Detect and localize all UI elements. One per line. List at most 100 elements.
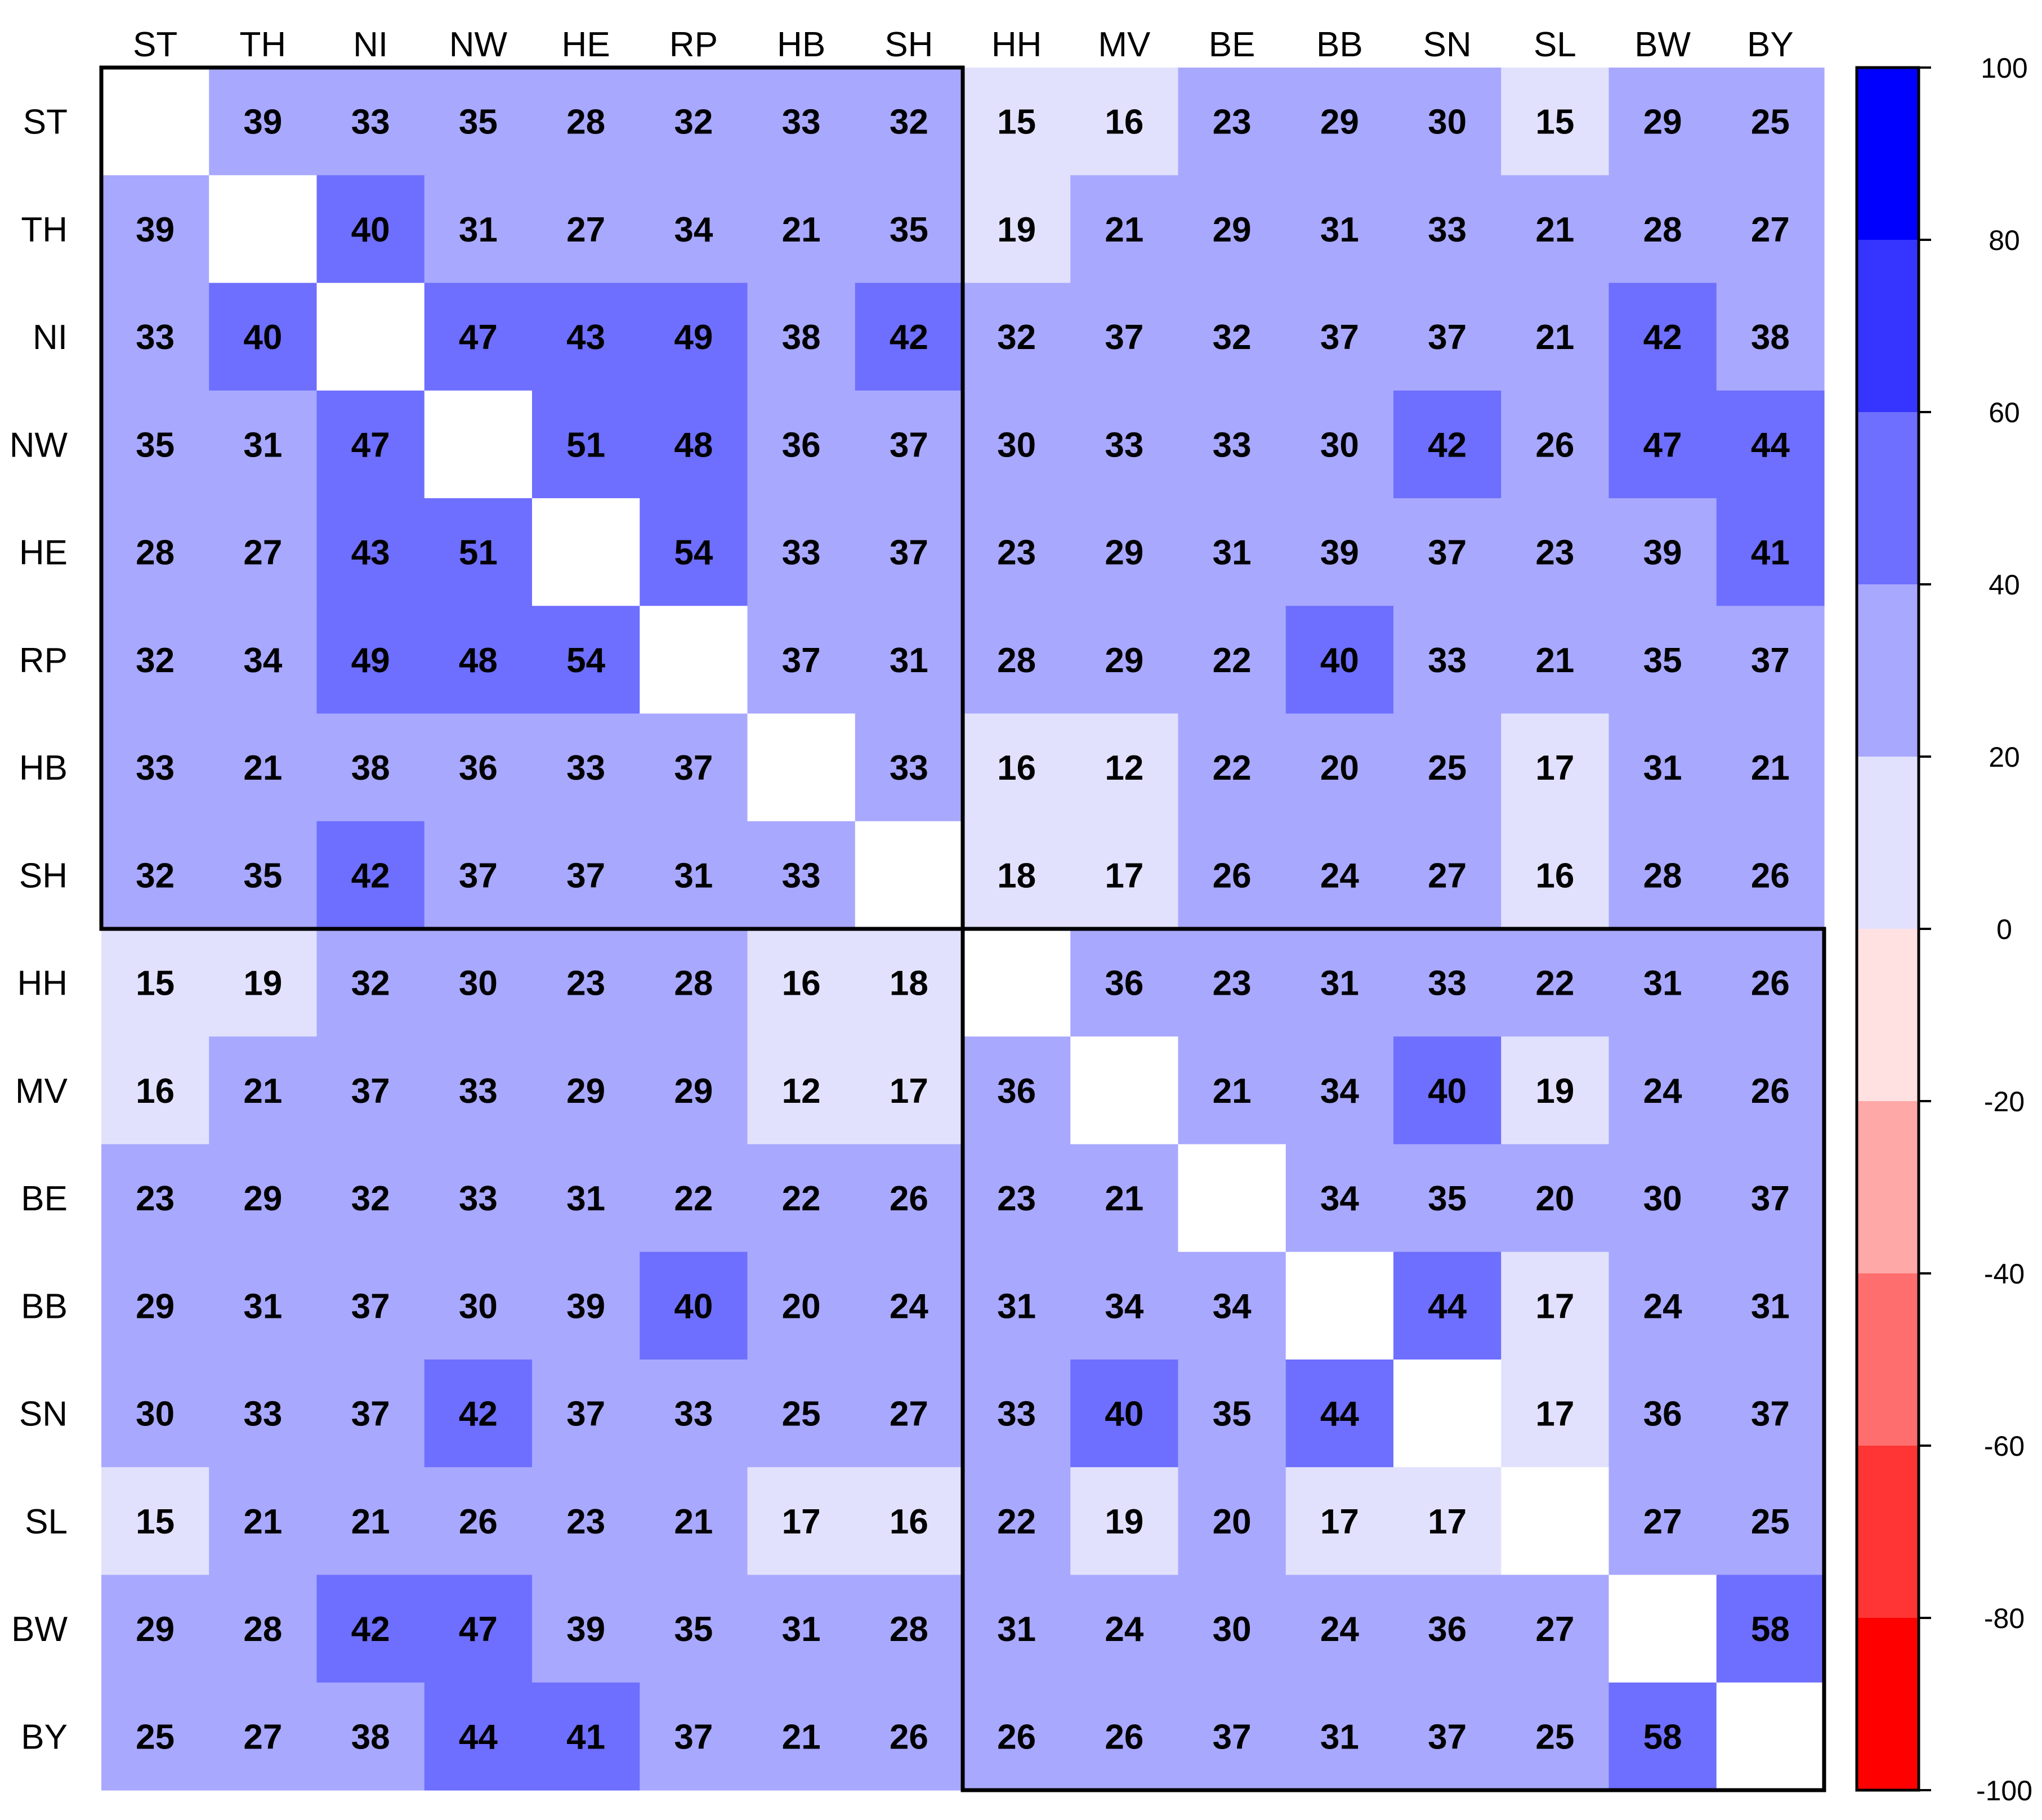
heatmap-cell bbox=[1716, 713, 1825, 822]
row-label: ST bbox=[23, 103, 68, 142]
cell-value-label: 35 bbox=[1428, 1179, 1467, 1218]
cell-value-label: 29 bbox=[136, 1287, 175, 1326]
cell-value-label: 32 bbox=[351, 964, 390, 1003]
cell-value-label: 38 bbox=[782, 318, 821, 357]
heatmap-cell bbox=[963, 1682, 1071, 1791]
cell-value-label: 25 bbox=[782, 1395, 821, 1434]
heatmap-cell bbox=[855, 283, 963, 391]
column-label: RP bbox=[669, 25, 718, 64]
cell-value-label: 37 bbox=[1428, 318, 1467, 357]
cell-value-label: 23 bbox=[566, 964, 605, 1003]
cell-value-label: 37 bbox=[1751, 641, 1790, 680]
heatmap-cell bbox=[1178, 498, 1286, 606]
colorbar-tick-label: 80 bbox=[1989, 225, 2020, 256]
cell-value-label: 27 bbox=[566, 211, 605, 249]
heatmap-cell bbox=[1070, 283, 1179, 391]
heatmap-cell bbox=[209, 713, 318, 822]
heatmap-cell bbox=[1178, 1036, 1286, 1145]
cell-value-label: 15 bbox=[997, 103, 1036, 142]
cell-value-label: 31 bbox=[459, 211, 498, 249]
heatmap-cell bbox=[747, 68, 856, 176]
cell-value-label: 26 bbox=[890, 1179, 928, 1218]
heatmap-cell bbox=[1178, 175, 1286, 284]
cell-value-label: 12 bbox=[782, 1072, 821, 1111]
cell-value-label: 25 bbox=[136, 1718, 175, 1756]
cell-value-label: 33 bbox=[1428, 211, 1467, 249]
cell-value-label: 33 bbox=[1105, 426, 1143, 464]
heatmap-cell bbox=[1716, 283, 1825, 391]
heatmap-cell bbox=[1070, 68, 1179, 176]
heatmap-cell bbox=[640, 1144, 748, 1253]
cell-value-label: 27 bbox=[1535, 1610, 1574, 1649]
row-label: NW bbox=[10, 426, 68, 464]
cell-value-label: 29 bbox=[566, 1072, 605, 1111]
cell-value-label: 25 bbox=[1751, 1502, 1790, 1541]
cell-value-label: 41 bbox=[566, 1718, 605, 1756]
cell-value-label: 23 bbox=[1535, 534, 1574, 573]
cell-value-label: 22 bbox=[782, 1179, 821, 1218]
cell-value-label: 39 bbox=[136, 211, 175, 249]
heatmap-cell bbox=[101, 821, 209, 929]
colorbar-bin bbox=[1857, 757, 1919, 929]
heatmap-cell bbox=[1285, 713, 1394, 822]
cell-value-label: 26 bbox=[890, 1718, 928, 1756]
heatmap-cell bbox=[1501, 1144, 1610, 1253]
cell-value-label: 33 bbox=[136, 318, 175, 357]
heatmap-cell bbox=[640, 606, 748, 714]
cell-value-label: 54 bbox=[566, 641, 605, 680]
cell-value-label: 28 bbox=[566, 103, 605, 142]
colorbar-tick-label: -40 bbox=[1984, 1258, 2025, 1290]
cell-value-label: 34 bbox=[1105, 1287, 1143, 1326]
heatmap-cell bbox=[209, 1144, 318, 1253]
heatmap-cell bbox=[1393, 1575, 1502, 1683]
cell-value-label: 47 bbox=[459, 318, 498, 357]
cell-value-label: 15 bbox=[136, 964, 175, 1003]
cell-value-label: 48 bbox=[674, 426, 713, 464]
cell-value-label: 17 bbox=[1535, 1395, 1574, 1434]
heatmap-cell bbox=[855, 713, 963, 822]
cell-value-label: 35 bbox=[1643, 641, 1682, 680]
heatmap-cell bbox=[747, 283, 856, 391]
cell-value-label: 48 bbox=[459, 641, 498, 680]
heatmap-cell bbox=[209, 175, 318, 284]
heatmap-cell bbox=[855, 175, 963, 284]
heatmap-cell bbox=[855, 498, 963, 606]
cell-value-label: 27 bbox=[1751, 211, 1790, 249]
cell-value-label: 26 bbox=[1105, 1718, 1143, 1756]
cell-value-label: 33 bbox=[1428, 964, 1467, 1003]
heatmap-cell bbox=[316, 390, 425, 499]
heatmap-cell bbox=[1285, 1682, 1394, 1791]
heatmap-cell bbox=[1285, 390, 1394, 499]
cell-value-label: 36 bbox=[1428, 1610, 1467, 1649]
heatmap-cell bbox=[855, 1682, 963, 1791]
cell-value-label: 21 bbox=[782, 211, 821, 249]
cell-value-label: 27 bbox=[1643, 1502, 1682, 1541]
heatmap-cell bbox=[1285, 1036, 1394, 1145]
heatmap-cell bbox=[963, 929, 1071, 1037]
cell-value-label: 33 bbox=[782, 856, 821, 895]
heatmap-cell bbox=[1501, 1036, 1610, 1145]
cell-value-label: 26 bbox=[1751, 964, 1790, 1003]
cell-value-label: 26 bbox=[1751, 1072, 1790, 1111]
cell-value-label: 31 bbox=[890, 641, 928, 680]
cell-value-label: 25 bbox=[1535, 1718, 1574, 1756]
cell-value-label: 28 bbox=[1643, 856, 1682, 895]
cell-value-label: 31 bbox=[1643, 749, 1682, 788]
heatmap-cell bbox=[101, 1467, 209, 1576]
heatmap-cell bbox=[640, 1575, 748, 1683]
heatmap-cell bbox=[747, 1360, 856, 1468]
heatmap-cell bbox=[1501, 175, 1610, 284]
heatmap-cell bbox=[1501, 283, 1610, 391]
heatmap-cell bbox=[209, 390, 318, 499]
heatmap-cell bbox=[1716, 1251, 1825, 1360]
heatmap-cell bbox=[316, 1036, 425, 1145]
cell-value-label: 16 bbox=[136, 1072, 175, 1111]
cell-value-label: 34 bbox=[243, 641, 282, 680]
cell-value-label: 35 bbox=[1213, 1395, 1252, 1434]
cell-value-label: 17 bbox=[1105, 856, 1143, 895]
cell-value-label: 23 bbox=[566, 1502, 605, 1541]
heatmap-cell bbox=[1393, 68, 1502, 176]
heatmap-cell bbox=[1716, 1682, 1825, 1791]
heatmap-cell bbox=[316, 1682, 425, 1791]
